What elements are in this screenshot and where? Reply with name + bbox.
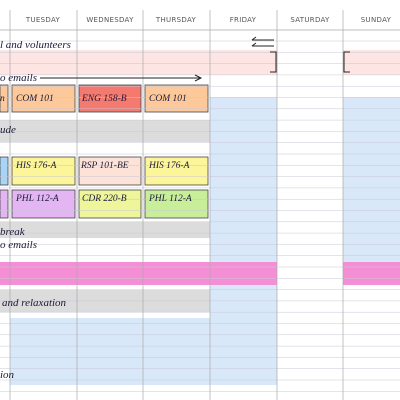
class-label: COM 101 <box>16 94 54 104</box>
class-label: HIS 176-A <box>148 161 190 171</box>
day-header: WEDNESDAY <box>86 16 134 24</box>
note: o emails <box>0 239 37 251</box>
day-header: SATURDAY <box>290 16 330 24</box>
note: break <box>0 226 26 238</box>
arrows <box>40 36 350 82</box>
class-label: COM 101 <box>149 94 187 104</box>
class-label: PHL 112-A <box>148 194 192 204</box>
class-label: CDR 220-B <box>82 194 127 204</box>
class-label: HIS 176-A <box>15 161 57 171</box>
class-label: RSP 101-BE <box>80 161 129 171</box>
color-fills <box>0 50 400 385</box>
column-dividers <box>0 10 400 400</box>
note: l and volunteers <box>0 39 71 51</box>
day-header: THURSDAY <box>155 16 197 24</box>
ruled-lines <box>0 40 400 392</box>
day-header: TUESDAY <box>25 16 61 24</box>
class-label: n <box>0 94 5 104</box>
note: ude <box>0 124 16 136</box>
class-label: PHL 112-A <box>15 194 59 204</box>
day-header: FRIDAY <box>230 16 257 24</box>
class-label: ENG 158-B <box>81 94 127 104</box>
note: o emails <box>0 72 37 84</box>
note: ion <box>0 369 15 381</box>
day-header: SUNDAY <box>361 16 392 24</box>
note: and relaxation <box>2 297 67 309</box>
